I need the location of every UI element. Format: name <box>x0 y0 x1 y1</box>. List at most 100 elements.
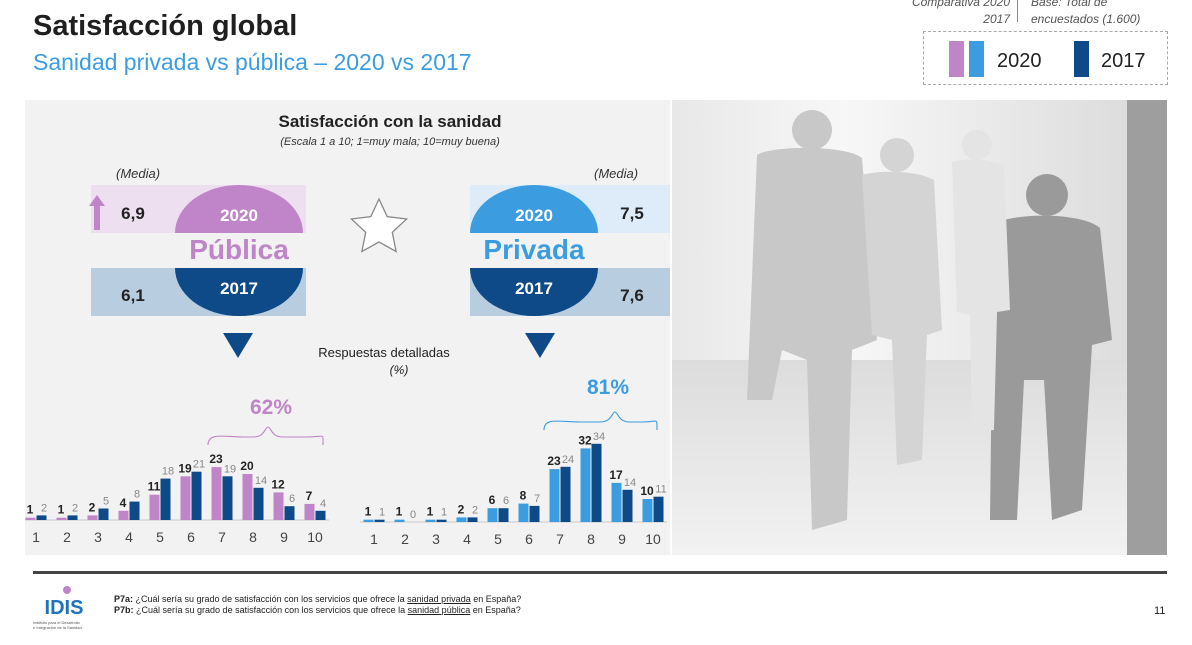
privada-bar-2020-10 <box>642 499 653 522</box>
publica-bar-2017-2 <box>67 515 78 520</box>
privada-dome-2020 <box>470 185 598 233</box>
privada-bracket <box>543 411 658 431</box>
legend-swatch-privada-2020 <box>969 41 984 77</box>
publica-bar-2020-6 <box>180 476 191 520</box>
privada-category-3: 3 <box>432 531 440 547</box>
privada-label-2020-5: 6 <box>489 493 496 507</box>
publica-bar-2020-4 <box>118 510 129 520</box>
arrow-up-shape <box>89 195 105 230</box>
star-shape <box>349 197 409 253</box>
privada-category-5: 5 <box>494 531 502 547</box>
privada-bar-2020-4 <box>456 517 467 522</box>
legend-swatch-publica-2020 <box>949 41 964 77</box>
publica-label-2017-4: 8 <box>134 489 140 501</box>
q1-highlight: sanidad privada <box>407 594 471 604</box>
privada-label-2020-3: 1 <box>427 505 434 519</box>
photo-figure-left <box>747 110 877 531</box>
publica-category-1: 1 <box>32 529 40 545</box>
publica-label-2017-7: 19 <box>224 463 236 475</box>
publica-bar-2020-3 <box>87 515 98 520</box>
privada-bar-2020-6 <box>518 503 529 522</box>
publica-bar-2017-5 <box>160 478 171 520</box>
publica-label-2017-8: 14 <box>255 475 267 487</box>
privada-category-6: 6 <box>525 531 533 547</box>
privada-bar-2020-1 <box>363 519 374 522</box>
down-triangle-privada <box>525 333 555 358</box>
publica-label-2020-9: 12 <box>271 477 285 491</box>
privada-category-8: 8 <box>587 531 595 547</box>
logo-lettering: IDIS <box>45 597 84 619</box>
publica-category-4: 4 <box>125 529 133 545</box>
publica-bar-2017-7 <box>222 476 233 520</box>
publica-label-2017-3: 5 <box>103 496 109 508</box>
privada-label-2020-4: 2 <box>458 502 465 516</box>
publica-category-5: 5 <box>156 529 164 545</box>
detail-unit: (%) <box>390 363 409 377</box>
photo-figure-back <box>952 130 1010 432</box>
publica-category-2: 2 <box>63 529 71 545</box>
publica-bar-2017-3 <box>98 508 109 520</box>
publica-label-2020-1: 1 <box>27 503 34 517</box>
publica-bar-2020-5 <box>149 494 160 520</box>
publica-label-2017-1: 2 <box>41 502 47 514</box>
publica-mean-2017: 6,1 <box>121 286 145 305</box>
publica-label-2017-10: 4 <box>320 498 326 510</box>
q2-text-pre: ¿Cuál sería su grado de satisfacción con… <box>133 605 408 615</box>
privada-bar-2017-3 <box>436 519 447 522</box>
privada-mean-2017: 7,6 <box>620 286 644 305</box>
privada-category-10: 10 <box>645 531 661 547</box>
privada-category-1: 1 <box>370 531 378 547</box>
base-note: Base: Total de encuestados (1.600) <box>1031 0 1171 28</box>
privada-year-2017: 2017 <box>515 279 553 298</box>
footer-question-p7b: P7b: ¿Cuál sería su grado de satisfacció… <box>114 605 521 615</box>
publica-bar-2017-9 <box>284 506 295 520</box>
q1-code: P7a: <box>114 594 134 604</box>
privada-label-2017-6: 7 <box>534 493 540 505</box>
privada-bar-2017-8 <box>591 443 602 522</box>
privada-label-2020-10: 10 <box>640 484 654 498</box>
publica-bar-2020-9 <box>273 492 284 520</box>
legend-label-2017: 2017 <box>1101 50 1146 72</box>
publica-bar-2017-1 <box>36 515 47 520</box>
publica-label-2020-4: 4 <box>120 496 127 510</box>
privada-label-2017-5: 6 <box>503 495 509 507</box>
media-label-publica: (Media) <box>116 166 160 181</box>
privada-bar-2020-8 <box>580 448 591 522</box>
footer-question-p7a: P7a: ¿Cuál sería su grado de satisfacció… <box>114 594 521 604</box>
publica-bracket-label: 62% <box>250 396 292 419</box>
publica-label-2020-2: 1 <box>58 503 65 517</box>
publica-label: Pública <box>189 234 289 265</box>
publica-bar-2020-7 <box>211 467 222 520</box>
privada-label: Privada <box>483 234 585 265</box>
q2-highlight: sanidad pública <box>407 605 471 615</box>
panel-scale-note: (Escala 1 a 10; 1=muy mala; 10=muy buena… <box>280 136 500 148</box>
publica-bar-2017-4 <box>129 501 140 520</box>
star-outline-icon <box>349 197 409 253</box>
privada-bar-2020-5 <box>487 508 498 522</box>
publica-bar-2020-2 <box>56 517 67 520</box>
arrow-up-icon <box>89 195 105 230</box>
publica-label-2017-9: 6 <box>289 493 295 505</box>
privada-bracket-label: 81% <box>587 376 629 399</box>
legend-label-2020: 2020 <box>997 50 1042 72</box>
publica-bracket <box>207 426 324 446</box>
publica-label-2017-6: 21 <box>193 459 205 471</box>
privada-label-2017-3: 1 <box>441 507 447 519</box>
privada-bar-2017-6 <box>529 505 540 522</box>
page-title: Satisfacción global <box>33 10 298 42</box>
privada-mean-2020: 7,5 <box>620 204 644 223</box>
publica-label-2020-8: 20 <box>240 459 254 473</box>
media-label-privada: (Media) <box>594 166 638 181</box>
note-divider <box>1017 0 1018 22</box>
photo-figure-center <box>862 138 942 465</box>
privada-bar-2017-7 <box>560 466 571 522</box>
down-triangle-publica <box>223 333 253 358</box>
idis-logo: IDIS Instituto para el Desarrollo e Inte… <box>33 586 84 630</box>
hospital-corridor-photo <box>672 100 1167 555</box>
comparison-note: Comparativa 2020 2017 <box>900 0 1010 28</box>
privada-bar-2020-2 <box>394 519 405 522</box>
publica-label-2020-6: 19 <box>178 461 192 475</box>
comparison-note-line2: 2017 <box>983 12 1010 26</box>
publica-label-2020-10: 7 <box>306 489 313 503</box>
q2-code: P7b: <box>114 605 134 615</box>
